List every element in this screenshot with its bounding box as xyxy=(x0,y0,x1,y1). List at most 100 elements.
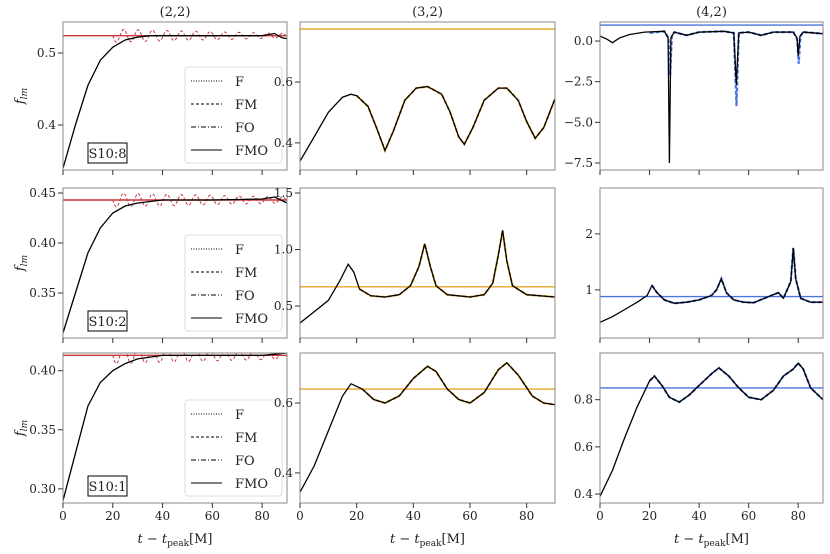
x-label-t: t − t xyxy=(138,532,168,547)
y-axis-label: flm xyxy=(13,420,30,437)
legend-box xyxy=(184,234,283,332)
axes-frame xyxy=(62,187,288,339)
y-tick-label: 0.45 xyxy=(29,186,56,200)
legend: F FM FO FMO xyxy=(184,399,283,497)
y-tick-label: 0.40 xyxy=(29,236,56,250)
fmo-curve xyxy=(300,85,555,162)
x-tick-label: 60 xyxy=(741,509,756,523)
y-tick-label: −7.5 xyxy=(564,156,593,170)
x-tick-label: 40 xyxy=(406,509,421,523)
plot-area xyxy=(300,28,555,162)
y-tick-label: 0.35 xyxy=(29,423,56,437)
fit-curve xyxy=(112,192,287,208)
plot-area xyxy=(600,24,823,164)
fmo-curve xyxy=(600,247,823,323)
x-tick-label: 0 xyxy=(596,509,604,523)
fit-curve xyxy=(112,353,287,365)
axes-frame xyxy=(299,187,556,339)
row-label: S10:2 xyxy=(88,315,126,330)
panel-1-2: 12 xyxy=(585,187,824,343)
fmo-curve xyxy=(63,32,287,169)
column-title: (3,2) xyxy=(412,5,443,20)
row-label: S10:8 xyxy=(88,147,126,162)
y-tick-label: 0.35 xyxy=(29,286,56,300)
plot-area xyxy=(63,353,287,501)
x-tick-label: 80 xyxy=(791,509,806,523)
legend-label: FO xyxy=(235,289,255,304)
y-tick-label: 0.5 xyxy=(274,299,293,313)
x-label-t: t − t xyxy=(674,532,704,547)
panel-0-2: 0.0 −2.5 −5.0 −7.5 xyxy=(564,21,824,175)
legend-label: F xyxy=(235,243,244,258)
y-tick-label: 0.6 xyxy=(274,75,293,89)
x-axis-label: t − tpeak[M] xyxy=(674,532,749,549)
axes-frame xyxy=(62,352,288,504)
fmo-curve xyxy=(300,361,555,493)
y-tick-label: 0.30 xyxy=(29,482,56,496)
column-title: (2,2) xyxy=(160,5,191,20)
y-tick-label: 0.4 xyxy=(574,487,593,501)
x-tick-label: 0 xyxy=(296,509,304,523)
legend: F FM FO FMO xyxy=(184,66,283,164)
x-tick-label: 40 xyxy=(691,509,706,523)
plot-area xyxy=(300,361,555,493)
row-label-box xyxy=(87,142,128,164)
fmo-curve xyxy=(300,230,555,324)
panel-1-1: 0.5 1.0 1.5 xyxy=(274,186,556,343)
panel-0-0: 0.4 0.5 flm F FM FO FMO S10:8 xyxy=(13,21,288,175)
legend-label: FM xyxy=(235,98,257,113)
plot-area xyxy=(300,230,555,324)
x-tick-label: 20 xyxy=(105,509,120,523)
x-label-t: t − t xyxy=(390,532,420,547)
plot-area xyxy=(63,28,287,169)
y-tick-label: 1.0 xyxy=(274,242,293,256)
x-tick-label: 40 xyxy=(155,509,170,523)
panel-1-0: 0.35 0.40 0.45 flm F FM FO FMO S10:2 xyxy=(13,186,288,343)
column-title: (4,2) xyxy=(696,5,727,20)
y-tick-label: 0.4 xyxy=(274,136,293,150)
axes-frame xyxy=(62,21,288,171)
y-tick-label: 0.40 xyxy=(29,364,56,378)
x-tick-label: 80 xyxy=(519,509,534,523)
x-label-unit: [M] xyxy=(726,532,749,547)
fit-curve xyxy=(648,361,823,404)
legend: F FM FO FMO xyxy=(184,234,283,332)
fit-curve xyxy=(112,28,287,43)
y-tick-label: 0.6 xyxy=(274,396,293,410)
plot-area xyxy=(63,192,287,334)
row-label: S10:1 xyxy=(88,480,126,495)
y-axis-label-sub: lm xyxy=(20,420,30,431)
fmo-curve xyxy=(600,362,823,497)
x-tick-label: 20 xyxy=(349,509,364,523)
legend-label: FO xyxy=(235,121,255,136)
legend-label: FMO xyxy=(235,477,268,492)
y-axis-label: flm xyxy=(13,255,30,272)
fit-curve xyxy=(361,361,555,406)
y-tick-label: 0.8 xyxy=(574,393,593,407)
x-tick-label: 0 xyxy=(59,509,67,523)
axes-frame xyxy=(599,352,824,504)
y-tick-label: 2 xyxy=(585,227,593,241)
legend-label: FM xyxy=(235,431,257,446)
row-label-box xyxy=(87,310,128,332)
y-tick-label: 0.6 xyxy=(574,440,593,454)
x-tick-label: 80 xyxy=(254,509,269,523)
fmo-curve xyxy=(600,30,823,164)
panel-2-2: 0 20 40 60 80 0.4 0.6 0.8 xyxy=(574,352,824,523)
y-tick-label: −2.5 xyxy=(564,75,593,89)
x-axis-label: t − tpeak[M] xyxy=(390,532,465,549)
y-tick-label: 0.0 xyxy=(574,34,593,48)
x-label-unit: [M] xyxy=(442,532,465,547)
axes-frame xyxy=(599,21,824,171)
x-label-sub: peak xyxy=(420,539,442,549)
legend-label: F xyxy=(235,408,244,423)
plot-area xyxy=(600,247,823,323)
y-tick-label: −5.0 xyxy=(564,115,593,129)
y-axis-label: flm xyxy=(13,88,30,105)
x-tick-label: 60 xyxy=(205,509,220,523)
legend-box xyxy=(184,399,283,497)
y-axis-label-sub: lm xyxy=(20,88,30,99)
x-label-unit: [M] xyxy=(189,532,212,547)
panel-2-0: 0 20 40 60 80 0.30 0.35 0.40 flm F FM FO FMO S10:1 xyxy=(13,352,288,523)
y-axis-label-sub: lm xyxy=(20,255,30,266)
